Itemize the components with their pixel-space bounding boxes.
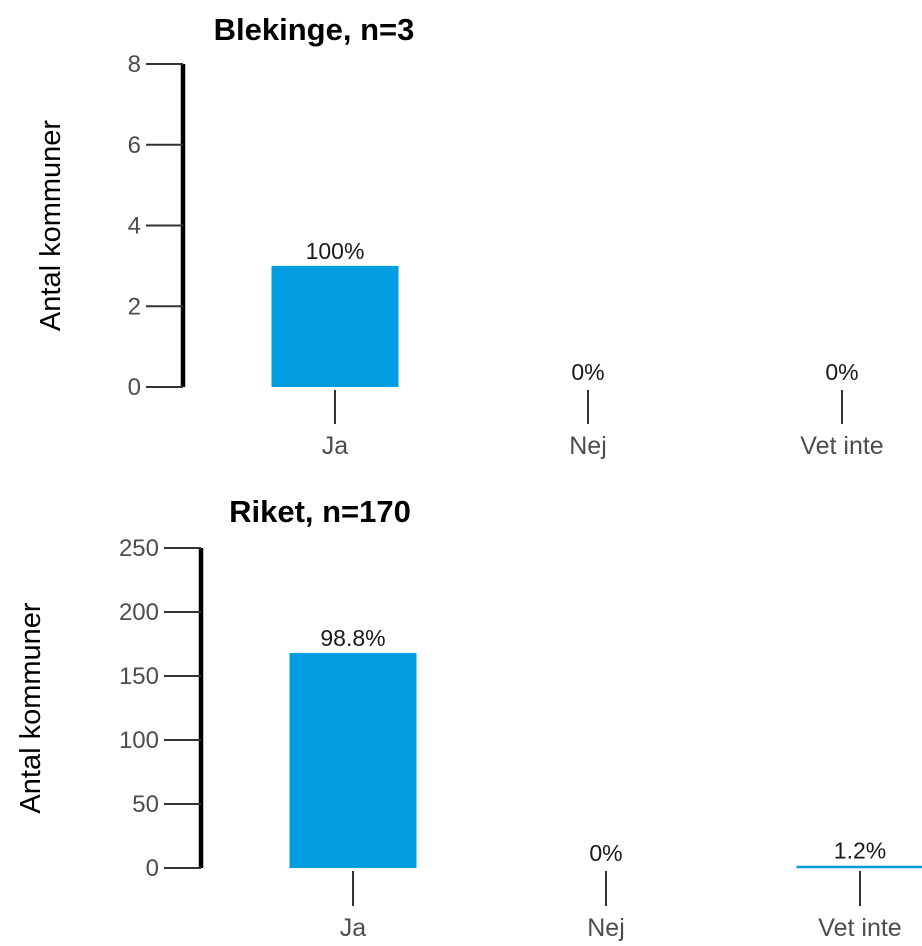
chart-1-x-tick-label: Ja <box>322 432 349 460</box>
chart-1-title: Blekinge, n=3 <box>214 12 415 47</box>
chart-2-y-tick-label: 0 <box>146 855 159 882</box>
chart-1-x-tick-label: Nej <box>569 432 607 460</box>
chart-1-y-tick-label: 8 <box>128 51 141 78</box>
chart-1-data-label: 0% <box>571 359 604 385</box>
chart-1-data-label: 0% <box>825 359 858 385</box>
chart-1-data-label: 100% <box>306 238 365 264</box>
chart-2-data-label: 0% <box>589 840 622 866</box>
chart-2-y-tick-label: 150 <box>119 663 159 690</box>
chart-2-x-tick-label: Nej <box>587 914 625 942</box>
chart-2-x-tick-label: Vet inte <box>818 914 901 942</box>
chart-2-y-tick-label: 250 <box>119 535 159 562</box>
chart-2-y-axis-label: Antal kommuner <box>15 602 47 813</box>
chart-1-bar <box>271 265 399 387</box>
chart-2-title: Riket, n=170 <box>229 494 411 529</box>
chart-1-x-tick-label: Vet inte <box>800 432 883 460</box>
chart-1-y-tick-label: 0 <box>128 374 141 401</box>
chart-1-y-tick-label: 4 <box>128 213 141 240</box>
chart-2-data-label: 1.2% <box>834 837 886 863</box>
chart-2-data-label: 98.8% <box>320 625 385 651</box>
chart-1-y-tick-label: 6 <box>128 132 141 159</box>
chart-2-x-tick-label: Ja <box>340 914 367 942</box>
chart-1-y-tick-label: 2 <box>128 293 141 320</box>
chart-1-y-axis-label: Antal kommuner <box>35 120 67 331</box>
chart-2-y-tick-label: 100 <box>119 727 159 754</box>
chart-2-y-tick-label: 200 <box>119 599 159 626</box>
chart-2-y-tick-label: 50 <box>132 791 159 818</box>
chart-2-bar <box>289 652 417 868</box>
